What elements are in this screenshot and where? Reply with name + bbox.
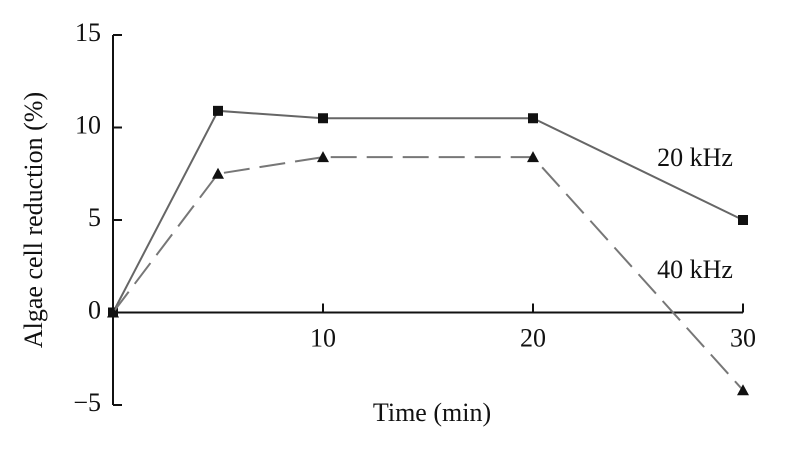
marker: [737, 384, 749, 396]
series-label: 20 kHz: [657, 143, 733, 172]
marker: [527, 151, 539, 163]
x-tick-label: 30: [730, 323, 756, 352]
series-label: 40 kHz: [657, 255, 733, 284]
y-tick-label: 0: [88, 295, 101, 324]
series-line: [112, 156, 744, 391]
y-tick-label: 5: [88, 203, 101, 232]
series-line: [112, 109, 744, 313]
y-tick-label: 10: [75, 110, 101, 139]
marker: [318, 113, 328, 124]
marker: [107, 306, 119, 318]
marker: [738, 215, 748, 225]
marker: [317, 151, 329, 163]
y-axis-title: Algae cell reduction (%): [19, 92, 48, 348]
marker: [528, 113, 538, 124]
marker: [212, 167, 224, 179]
y-tick-label: −5: [73, 388, 101, 417]
x-tick-label: 10: [310, 323, 336, 352]
y-tick-label: 15: [75, 18, 101, 47]
marker: [213, 105, 223, 116]
x-axis-title: Time (min): [373, 398, 491, 427]
x-tick-label: 20: [520, 323, 546, 352]
